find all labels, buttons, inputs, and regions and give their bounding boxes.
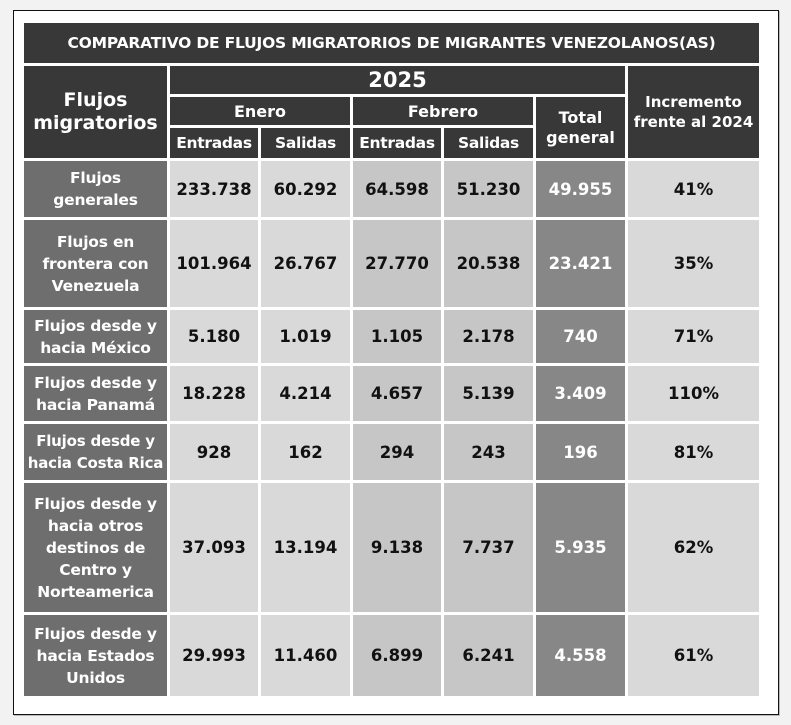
- row-header-label: Flujos migratorios: [24, 66, 167, 158]
- cell-febrero-entradas: 1.105: [353, 310, 441, 363]
- cell-enero-salidas: 4.214: [261, 366, 350, 421]
- table-row: Flujos generales 233.738 60.292 64.598 5…: [24, 161, 759, 217]
- row-label: Flujos en frontera con Venezuela: [24, 220, 167, 307]
- cell-incremento: 41%: [628, 161, 759, 217]
- row-label: Flujos desde y hacia México: [24, 310, 167, 363]
- cell-total: 3.409: [536, 366, 625, 421]
- cell-total: 196: [536, 424, 625, 480]
- cell-incremento: 62%: [628, 483, 759, 612]
- cell-febrero-salidas: 7.737: [444, 483, 533, 612]
- cell-febrero-salidas: 51.230: [444, 161, 533, 217]
- row-label: Flujos desde y hacia Estados Unidos: [24, 615, 167, 696]
- cell-enero-entradas: 37.093: [170, 483, 258, 612]
- cell-enero-entradas: 101.964: [170, 220, 258, 307]
- row-label: Flujos desde y hacia otros destinos de C…: [24, 483, 167, 612]
- subheader-febrero-salidas: Salidas: [444, 128, 533, 158]
- cell-total: 4.558: [536, 615, 625, 696]
- cell-febrero-salidas: 243: [444, 424, 533, 480]
- cell-incremento: 71%: [628, 310, 759, 363]
- cell-enero-entradas: 5.180: [170, 310, 258, 363]
- cell-incremento: 81%: [628, 424, 759, 480]
- increment-header: Incremento frente al 2024: [628, 66, 759, 158]
- cell-febrero-salidas: 2.178: [444, 310, 533, 363]
- cell-febrero-entradas: 4.657: [353, 366, 441, 421]
- cell-febrero-entradas: 294: [353, 424, 441, 480]
- cell-febrero-salidas: 6.241: [444, 615, 533, 696]
- row-label: Flujos desde y hacia Costa Rica: [24, 424, 167, 480]
- cell-enero-entradas: 18.228: [170, 366, 258, 421]
- table-row: Flujos desde y hacia Costa Rica 928 162 …: [24, 424, 759, 480]
- table-card: COMPARATIVO DE FLUJOS MIGRATORIOS DE MIG…: [13, 10, 779, 715]
- month-header-enero: Enero: [170, 97, 350, 125]
- cell-febrero-salidas: 20.538: [444, 220, 533, 307]
- cell-febrero-entradas: 27.770: [353, 220, 441, 307]
- migration-flows-table: COMPARATIVO DE FLUJOS MIGRATORIOS DE MIG…: [21, 20, 762, 699]
- table-title: COMPARATIVO DE FLUJOS MIGRATORIOS DE MIG…: [24, 23, 759, 63]
- subheader-enero-salidas: Salidas: [261, 128, 350, 158]
- cell-total: 49.955: [536, 161, 625, 217]
- total-header: Total general: [536, 97, 625, 158]
- cell-enero-salidas: 162: [261, 424, 350, 480]
- cell-enero-entradas: 29.993: [170, 615, 258, 696]
- table-row: Flujos en frontera con Venezuela 101.964…: [24, 220, 759, 307]
- cell-enero-salidas: 60.292: [261, 161, 350, 217]
- cell-enero-salidas: 1.019: [261, 310, 350, 363]
- row-label: Flujos desde y hacia Panamá: [24, 366, 167, 421]
- table-row: Flujos desde y hacia Panamá 18.228 4.214…: [24, 366, 759, 421]
- cell-total: 740: [536, 310, 625, 363]
- table-row: Flujos desde y hacia otros destinos de C…: [24, 483, 759, 612]
- cell-febrero-entradas: 9.138: [353, 483, 441, 612]
- cell-enero-salidas: 13.194: [261, 483, 350, 612]
- cell-febrero-entradas: 64.598: [353, 161, 441, 217]
- year-header: 2025: [170, 66, 625, 94]
- cell-incremento: 61%: [628, 615, 759, 696]
- cell-enero-salidas: 26.767: [261, 220, 350, 307]
- table-row: Flujos desde y hacia Estados Unidos 29.9…: [24, 615, 759, 696]
- subheader-enero-entradas: Entradas: [170, 128, 258, 158]
- cell-enero-entradas: 233.738: [170, 161, 258, 217]
- cell-incremento: 35%: [628, 220, 759, 307]
- table-row: Flujos desde y hacia México 5.180 1.019 …: [24, 310, 759, 363]
- cell-total: 23.421: [536, 220, 625, 307]
- cell-febrero-entradas: 6.899: [353, 615, 441, 696]
- cell-incremento: 110%: [628, 366, 759, 421]
- month-header-febrero: Febrero: [353, 97, 533, 125]
- row-label: Flujos generales: [24, 161, 167, 217]
- cell-febrero-salidas: 5.139: [444, 366, 533, 421]
- cell-enero-salidas: 11.460: [261, 615, 350, 696]
- subheader-febrero-entradas: Entradas: [353, 128, 441, 158]
- cell-enero-entradas: 928: [170, 424, 258, 480]
- cell-total: 5.935: [536, 483, 625, 612]
